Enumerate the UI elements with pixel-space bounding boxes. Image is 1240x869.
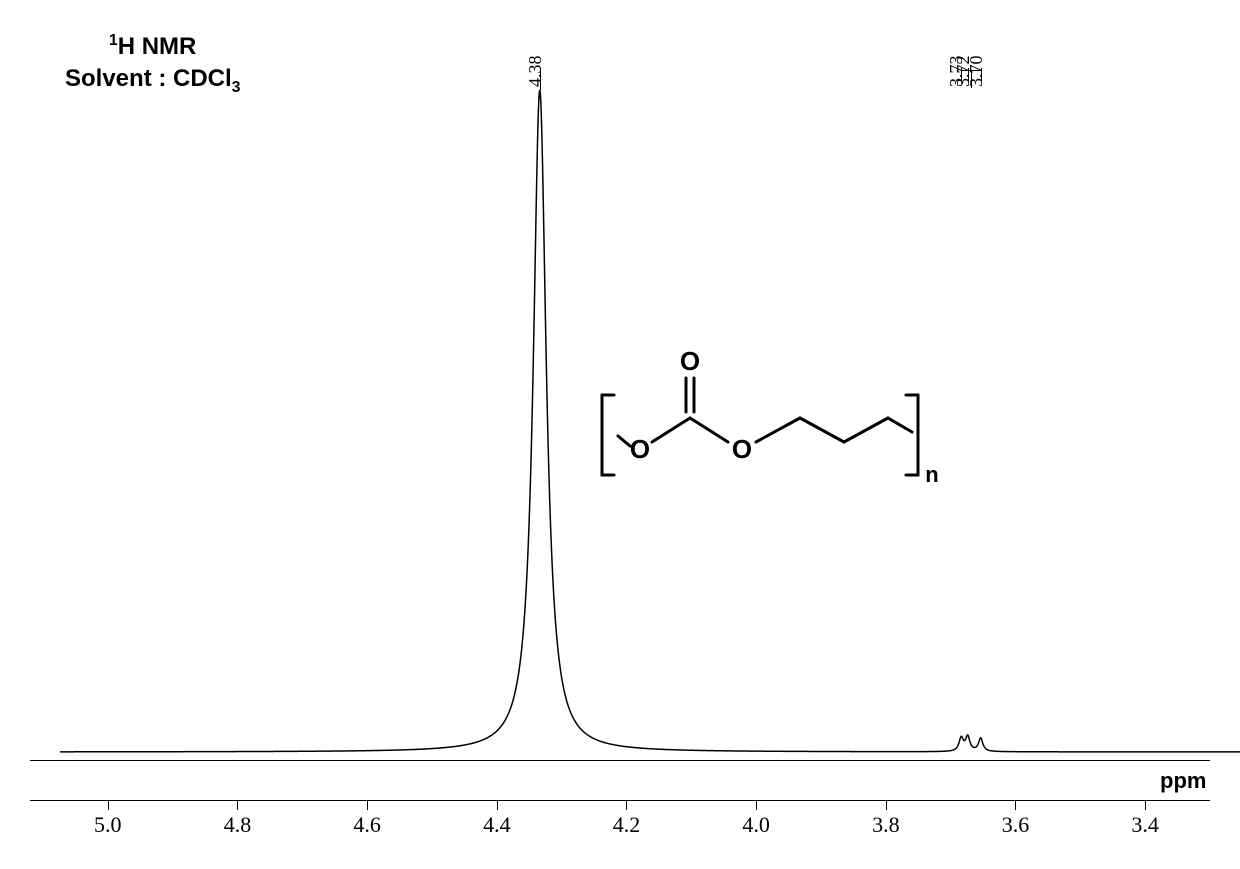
molecular-structure: O O On — [590, 340, 950, 510]
x-axis-tick — [886, 800, 887, 810]
x-axis-tick-label: 4.6 — [353, 812, 381, 838]
x-axis-tick — [497, 800, 498, 810]
peak-label-bracket-drop — [971, 70, 972, 88]
baseline-separator — [30, 760, 1210, 761]
x-axis-tick-label: 4.8 — [224, 812, 252, 838]
svg-text:O: O — [630, 434, 650, 464]
x-axis-tick — [626, 800, 627, 810]
svg-text:O: O — [680, 346, 700, 376]
peak-label: 4.38 — [525, 56, 546, 88]
x-axis-tick — [237, 800, 238, 810]
nmr-plot-area: 1H NMR Solvent : CDCl3 4.383.733.723.70 … — [30, 10, 1210, 760]
x-axis-tick-label: 4.0 — [742, 812, 770, 838]
x-axis-tick-label: 4.2 — [613, 812, 641, 838]
x-axis-tick — [1145, 800, 1146, 810]
x-axis-tick — [1015, 800, 1016, 810]
svg-text:O: O — [732, 434, 752, 464]
x-axis-tick-label: 3.6 — [1002, 812, 1030, 838]
x-axis-tick — [367, 800, 368, 810]
x-axis-tick-label: 3.8 — [872, 812, 900, 838]
axis-unit-label: ppm — [1160, 768, 1206, 794]
x-axis-tick-label: 5.0 — [94, 812, 122, 838]
x-axis-tick — [756, 800, 757, 810]
x-axis-tick-label: 4.4 — [483, 812, 511, 838]
svg-text:n: n — [925, 462, 938, 487]
x-axis-tick — [108, 800, 109, 810]
x-axis-line — [30, 800, 1210, 801]
x-axis-tick-label: 3.4 — [1131, 812, 1159, 838]
peak-label: 3.70 — [966, 56, 987, 88]
